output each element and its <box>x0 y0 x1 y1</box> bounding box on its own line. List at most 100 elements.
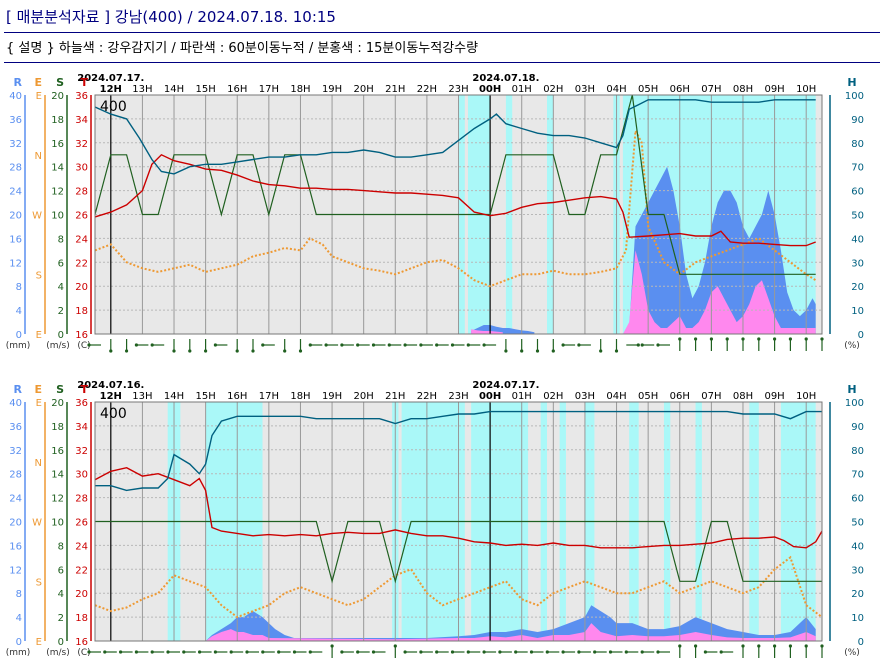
axis-humidity-tick: 30 <box>851 258 864 269</box>
axis-humidity-tick: 50 <box>851 518 864 529</box>
axis-humidity-tick: 30 <box>851 565 864 576</box>
wind-arrow-head <box>725 337 729 341</box>
axis-rain-tick: 28 <box>9 163 22 174</box>
rain-detect-band <box>780 402 816 641</box>
axis-wind-speed-letter: S <box>56 383 64 396</box>
hour-tick-label: 18H <box>290 391 310 402</box>
wind-arrow-head <box>308 343 312 347</box>
axis-temperature-tick: 32 <box>75 446 88 457</box>
hour-tick-label: 22H <box>417 391 437 402</box>
wind-arrow-head <box>703 650 708 654</box>
axis-rain-tick: 0 <box>16 637 22 648</box>
axis-wind-speed-tick: 10 <box>51 211 64 222</box>
hour-tick-label: 21H <box>385 84 405 95</box>
axis-temperature-tick: 30 <box>75 163 88 174</box>
axis-wind-speed-tick: 16 <box>51 139 64 150</box>
hour-tick-label: 16H <box>227 391 247 402</box>
axis-rain-tick: 16 <box>9 234 22 245</box>
axis-rain-tick: 8 <box>16 589 22 600</box>
hour-tick-label: 17H <box>259 391 279 402</box>
hour-tick-label: 02H <box>543 391 563 402</box>
unit-wind-speed: (m/s) <box>46 341 70 351</box>
wind-arrow-head <box>788 644 793 648</box>
axis-rain-tick: 36 <box>9 115 22 126</box>
wind-arrow-head <box>450 343 455 347</box>
axis-humidity-tick: 20 <box>851 589 864 600</box>
hour-tick-label: 13H <box>132 84 152 95</box>
hour-tick-label: 23H <box>448 84 468 95</box>
axis-rain-tick: 0 <box>16 330 22 341</box>
wind-arrow-head <box>514 650 518 654</box>
wind-arrow-head <box>125 349 129 353</box>
wind-arrow-head <box>188 349 192 353</box>
temperature-series <box>94 466 823 549</box>
wind-arrow-head <box>213 343 217 347</box>
axis-rain-tick: 4 <box>16 613 22 624</box>
page-title: [ 매분분석자료 ] 강남(400) / 2024.07.18. 10:15 <box>6 8 336 26</box>
rain-15min-area <box>205 623 816 641</box>
hour-tick-label: 20H <box>354 84 374 95</box>
axis-temperature-tick: 26 <box>75 211 88 222</box>
axis-temperature-tick: 28 <box>75 187 88 198</box>
wind-arrow-head <box>330 644 334 648</box>
wind-arrow-head <box>283 349 287 353</box>
wind-speed-series <box>94 555 823 619</box>
unit-rain: (mm) <box>6 648 31 658</box>
wind-arrow-head <box>134 343 138 347</box>
axis-humidity-tick: 80 <box>851 139 864 150</box>
wind-arrow-head <box>87 650 91 654</box>
date-right-label: 2024.07.18. <box>472 73 539 84</box>
wind-arrow-head <box>624 650 628 654</box>
axis-temperature-letter: T <box>80 76 88 89</box>
hour-tick-label: 19H <box>322 391 342 402</box>
hour-tick-label: 03H <box>575 84 595 95</box>
wind-arrow-head <box>371 650 376 654</box>
chart-group-2: 12H 13H 14H 15H 16H 17H 18H 19H 20H 21H 22H 23H 00H 0… <box>6 380 864 658</box>
hour-tick-label: 07H <box>701 84 721 95</box>
axis-wind-direction-tick: N <box>35 151 42 162</box>
rain-detect-band <box>505 95 513 334</box>
wind-arrow-head <box>640 650 644 654</box>
axis-rain-tick: 8 <box>16 282 22 293</box>
wind-arrow-head <box>773 337 777 341</box>
hour-tick-label: 13H <box>132 391 152 402</box>
axis-wind-speed-tick: 20 <box>51 91 64 102</box>
chart-svg-today: 12H 13H 14H 15H 16H 17H 18H 19H 20H 21H 22H 23H 00H 0… <box>6 73 864 353</box>
wind-arrow-head <box>277 650 281 654</box>
date-left-label: 2024.07.17. <box>77 73 144 84</box>
hour-tick-label: 22H <box>417 84 437 95</box>
wind-arrow-head <box>466 650 470 654</box>
legend-divider <box>4 62 880 63</box>
axis-rain-tick: 24 <box>9 494 22 505</box>
axis-temperature-tick: 20 <box>75 282 88 293</box>
hour-tick-label: 06H <box>670 391 690 402</box>
wind-arrow-head <box>694 337 698 341</box>
axis-wind-direction-tick: S <box>36 270 42 281</box>
axis-wind-direction-tick: N <box>35 458 42 469</box>
hour-tick-label: 14H <box>164 84 184 95</box>
unit-temperature: (C) <box>77 341 90 351</box>
axis-wind-speed-tick: 18 <box>51 115 64 126</box>
hour-tick-label: 04H <box>606 391 626 402</box>
axis-temperature-tick: 36 <box>75 398 88 409</box>
wind-arrow-head <box>636 343 640 347</box>
hour-tick-label: 00H <box>479 391 501 402</box>
wind-speed-series <box>94 127 817 288</box>
axis-wind-speed-letter: S <box>56 76 64 89</box>
axis-wind-speed-tick: 14 <box>51 470 64 481</box>
axis-rain-letter: R <box>14 76 23 89</box>
wind-arrow-head <box>119 650 123 654</box>
axis-temperature-tick: 22 <box>75 565 88 576</box>
wind-arrow-head <box>298 349 303 353</box>
axis-humidity-tick: 100 <box>845 398 864 409</box>
hour-tick-label: 12H <box>100 391 122 402</box>
wind-arrow-head <box>182 650 186 654</box>
temperature-series <box>94 153 816 247</box>
wind-arrow-head <box>308 650 312 654</box>
wind-arrow-head <box>577 343 581 347</box>
wind-arrow-head <box>213 650 217 654</box>
axis-wind-speed-tick: 2 <box>58 306 64 317</box>
axis-temperature-tick: 34 <box>75 422 88 433</box>
axis-wind-direction-tick: E <box>36 637 42 648</box>
axis-wind-direction-tick: E <box>36 91 42 102</box>
